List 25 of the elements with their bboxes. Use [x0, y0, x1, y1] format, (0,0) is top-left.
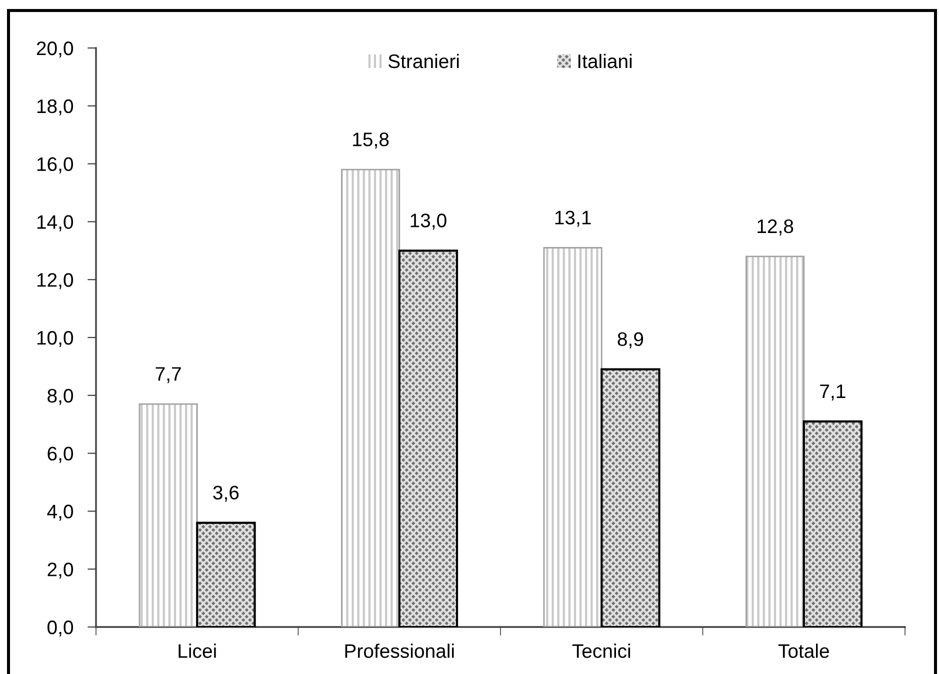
legend-label: Stranieri [388, 54, 459, 68]
y-tick-label: 2,0 [48, 562, 74, 579]
x-tick-label: Totale [778, 644, 829, 658]
data-label: 13,0 [410, 214, 446, 230]
y-tick-label: 0,0 [48, 620, 74, 637]
data-label: 7,7 [156, 367, 181, 384]
y-tick-label: 12,0 [37, 273, 74, 290]
data-label: 15,8 [353, 132, 389, 149]
y-tick-label: 8,0 [48, 388, 74, 405]
data-label: 13,1 [555, 210, 591, 227]
y-tick-label: 18,0 [37, 99, 74, 116]
data-label: 7,1 [820, 384, 846, 400]
y-tick-label: 10,0 [37, 330, 74, 348]
data-label: 8,9 [618, 332, 644, 348]
x-tick-label: Tecnici [572, 644, 630, 658]
data-label: 12,8 [758, 219, 794, 236]
y-tick-label: 20,0 [36, 41, 74, 58]
data-label: 3,6 [213, 486, 239, 502]
y-tick-label: 4,0 [47, 504, 74, 521]
x-tick-label: Licei [178, 644, 216, 658]
y-tick-label: 6,0 [48, 446, 74, 463]
y-tick-label: 14,0 [37, 215, 74, 232]
x-tick-label: Professionali [345, 644, 454, 658]
y-tick-label: 16,0 [37, 157, 74, 174]
legend-label: Italiani [578, 54, 632, 68]
